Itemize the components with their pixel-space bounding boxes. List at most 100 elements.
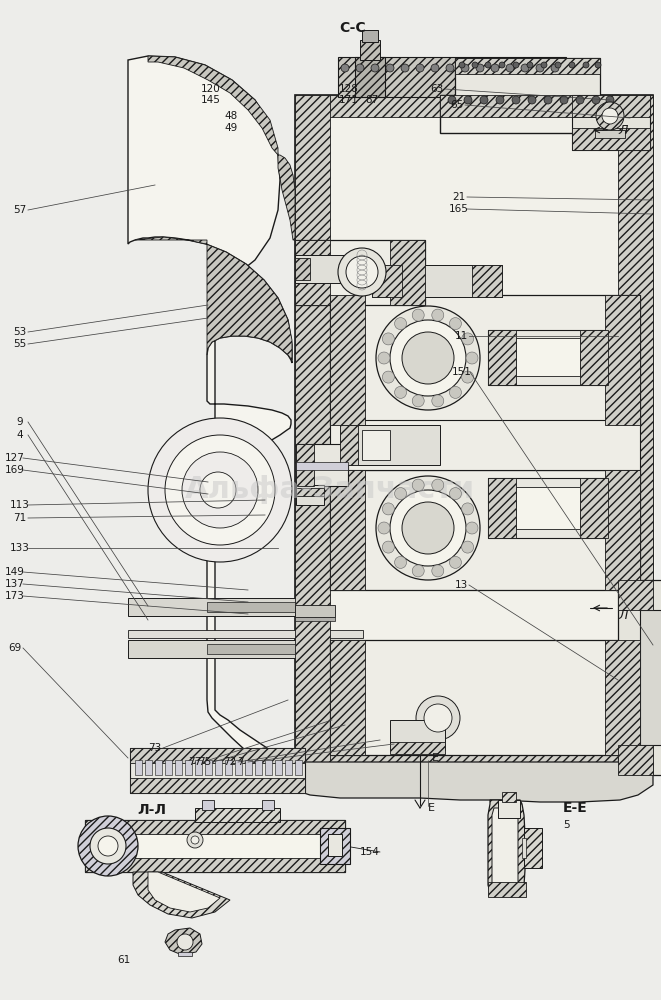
Bar xyxy=(488,478,608,538)
Text: 9: 9 xyxy=(17,417,23,427)
Bar xyxy=(185,760,192,775)
Text: 133: 133 xyxy=(10,543,30,553)
Circle shape xyxy=(382,541,395,553)
Bar xyxy=(175,760,182,775)
Bar xyxy=(245,760,252,775)
Circle shape xyxy=(466,352,478,364)
Bar xyxy=(155,760,162,775)
Circle shape xyxy=(491,64,499,72)
Circle shape xyxy=(569,62,575,68)
Circle shape xyxy=(402,332,454,384)
Bar xyxy=(330,295,365,425)
Bar xyxy=(135,760,142,775)
Bar xyxy=(295,617,335,621)
Circle shape xyxy=(485,62,491,68)
Bar xyxy=(130,748,305,793)
Bar xyxy=(296,462,348,470)
Bar xyxy=(502,792,516,802)
Bar xyxy=(130,778,305,793)
Circle shape xyxy=(459,62,465,68)
Circle shape xyxy=(432,309,444,321)
Text: 21: 21 xyxy=(452,192,465,202)
Bar xyxy=(372,265,402,297)
Circle shape xyxy=(148,418,292,562)
Bar xyxy=(516,487,580,529)
Bar xyxy=(85,834,345,858)
Bar xyxy=(522,838,526,858)
Bar xyxy=(265,760,272,775)
Circle shape xyxy=(449,386,461,398)
Circle shape xyxy=(424,704,452,732)
Circle shape xyxy=(472,62,478,68)
Circle shape xyxy=(595,62,601,68)
Text: 61: 61 xyxy=(118,955,131,965)
Bar xyxy=(330,640,365,755)
Circle shape xyxy=(78,816,138,876)
Bar xyxy=(130,748,305,763)
Text: E: E xyxy=(432,753,439,763)
Circle shape xyxy=(182,452,258,528)
Circle shape xyxy=(602,108,618,124)
Circle shape xyxy=(521,64,529,72)
Circle shape xyxy=(356,64,364,72)
Bar xyxy=(572,95,650,117)
Bar xyxy=(128,640,296,658)
Bar xyxy=(605,470,640,590)
Bar xyxy=(362,430,390,460)
Bar xyxy=(235,760,242,775)
Bar xyxy=(202,800,214,810)
Text: 137: 137 xyxy=(5,579,25,589)
Bar xyxy=(207,602,295,612)
Circle shape xyxy=(536,64,544,72)
Text: 4: 4 xyxy=(17,430,23,440)
Circle shape xyxy=(432,395,444,407)
Bar xyxy=(488,478,516,538)
Text: 165: 165 xyxy=(449,204,469,214)
Circle shape xyxy=(461,371,474,383)
Bar xyxy=(215,760,222,775)
Circle shape xyxy=(592,96,600,104)
Text: Альфа-Запчасти: Альфа-Запчасти xyxy=(185,476,475,504)
Circle shape xyxy=(551,64,559,72)
Bar xyxy=(275,760,282,775)
Text: 149: 149 xyxy=(5,567,25,577)
Text: C-C: C-C xyxy=(340,21,366,35)
Bar xyxy=(653,640,661,668)
Bar xyxy=(618,580,661,775)
Circle shape xyxy=(448,96,456,104)
Polygon shape xyxy=(148,872,220,912)
Circle shape xyxy=(395,488,407,500)
Bar xyxy=(207,644,295,654)
Circle shape xyxy=(461,503,474,515)
Polygon shape xyxy=(128,56,292,772)
Bar xyxy=(440,95,618,133)
Bar xyxy=(295,240,425,305)
Bar xyxy=(488,882,526,897)
Bar xyxy=(472,265,502,297)
Bar xyxy=(296,488,324,496)
Bar xyxy=(296,444,314,486)
Circle shape xyxy=(177,934,193,950)
Circle shape xyxy=(187,832,203,848)
Bar xyxy=(195,760,202,775)
Circle shape xyxy=(382,371,395,383)
Bar xyxy=(618,95,653,767)
Circle shape xyxy=(432,479,444,491)
Text: Л: Л xyxy=(618,123,627,136)
Circle shape xyxy=(98,836,118,856)
Bar xyxy=(572,95,650,150)
Circle shape xyxy=(528,96,536,104)
Text: Л-Л: Л-Л xyxy=(137,803,167,817)
Circle shape xyxy=(449,556,461,568)
Text: 53: 53 xyxy=(13,327,26,337)
Polygon shape xyxy=(148,56,278,155)
Polygon shape xyxy=(295,762,653,802)
Circle shape xyxy=(461,333,474,345)
Text: 151: 151 xyxy=(452,367,472,377)
Text: 69: 69 xyxy=(9,643,22,653)
Circle shape xyxy=(512,96,520,104)
Bar xyxy=(595,130,625,138)
Circle shape xyxy=(395,556,407,568)
Text: Л: Л xyxy=(618,608,627,621)
Circle shape xyxy=(395,318,407,330)
